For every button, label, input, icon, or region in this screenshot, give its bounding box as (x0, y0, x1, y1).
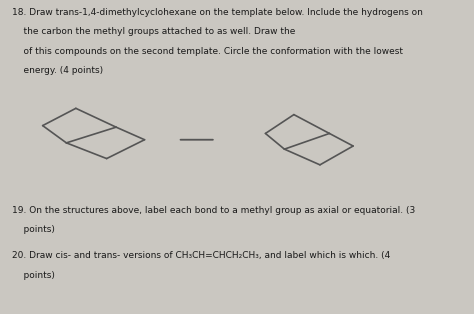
Text: 19. On the structures above, label each bond to a methyl group as axial or equat: 19. On the structures above, label each … (12, 206, 415, 215)
Text: of this compounds on the second template. Circle the conformation with the lowes: of this compounds on the second template… (12, 47, 403, 56)
Text: energy. (4 points): energy. (4 points) (12, 66, 103, 75)
Text: 20. Draw cis- and trans- versions of CH₃CH=CHCH₂CH₃, and label which is which. (: 20. Draw cis- and trans- versions of CH₃… (12, 251, 390, 260)
Text: points): points) (12, 225, 55, 234)
Text: 18. Draw trans-1,4-dimethylcyclohexane on the template below. Include the hydrog: 18. Draw trans-1,4-dimethylcyclohexane o… (12, 8, 423, 17)
Text: the carbon the methyl groups attached to as well. Draw the: the carbon the methyl groups attached to… (12, 27, 298, 36)
Text: points): points) (12, 271, 55, 280)
